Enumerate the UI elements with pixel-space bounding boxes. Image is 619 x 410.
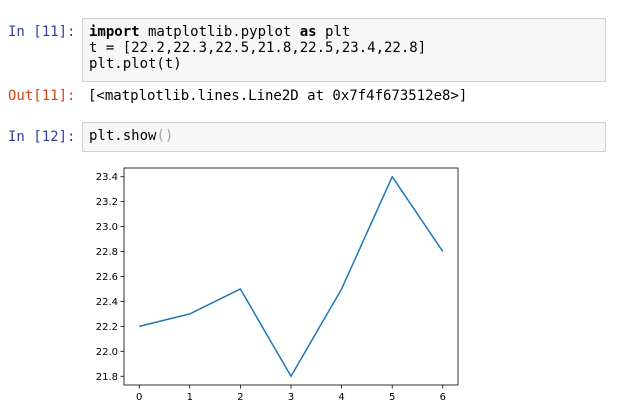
code-cell-12[interactable]: plt.show() (82, 122, 606, 152)
y-tick-label: 23.0 (96, 222, 118, 233)
module-name: matplotlib.pyplot (139, 24, 300, 40)
x-tick-label: 2 (237, 392, 243, 403)
y-tick-label: 22.6 (96, 272, 118, 283)
output-text-11: [<matplotlib.lines.Line2D at 0x7f4f67351… (88, 88, 468, 104)
x-tick-label: 1 (187, 392, 193, 403)
open-paren: ( (156, 128, 165, 144)
out-prompt-11: Out[11]: (8, 88, 76, 104)
in-prompt-12: In [12]: (8, 129, 76, 145)
code-line-1: plt.show() (89, 128, 599, 144)
y-tick-label: 22.0 (96, 347, 118, 358)
code-line-1: import matplotlib.pyplot as plt (89, 24, 599, 40)
y-tick-label: 21.8 (96, 372, 118, 383)
plot-layer: 21.8 22.0 22.2 22.4 22.6 22.8 23.0 23.2 23.4 0 1 2 3… (96, 167, 459, 403)
keyword-as: as (299, 24, 317, 40)
x-tick-label: 4 (338, 392, 344, 403)
y-tick-label: 23.4 (96, 172, 118, 183)
x-tick-label: 3 (288, 392, 294, 403)
function-call: plt.show (89, 128, 157, 144)
in-prompt-11: In [11]: (8, 24, 76, 40)
code-cell-11[interactable]: import matplotlib.pyplot as plt t = [22.… (82, 18, 606, 82)
y-tick-label: 22.8 (96, 247, 118, 258)
code-line-2: t = [22.2,22.3,22.5,21.8,22.5,23.4,22.8] (89, 40, 427, 56)
y-tick-label: 22.2 (96, 322, 118, 333)
close-paren: ) (164, 128, 174, 144)
x-tick-label: 6 (440, 392, 446, 403)
y-tick-label: 23.2 (96, 197, 118, 208)
alias-name: plt (316, 24, 351, 40)
code-line-3: plt.plot(t) (89, 56, 182, 72)
y-tick-label: 22.4 (96, 297, 118, 308)
keyword-import: import (89, 24, 140, 40)
series-line-0 (139, 175, 444, 378)
x-tick-label: 0 (136, 392, 142, 403)
x-tick-label: 5 (389, 392, 395, 403)
